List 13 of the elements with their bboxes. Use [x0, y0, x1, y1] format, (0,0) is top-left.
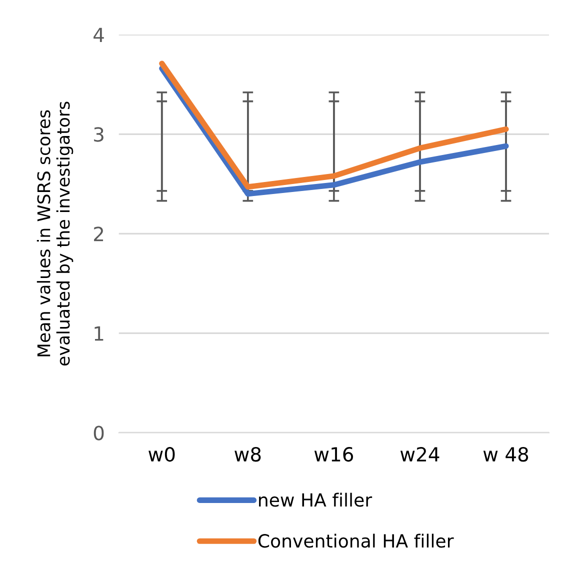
x-tick-label: w24 [400, 446, 440, 462]
y-tick-label: 0 [94, 426, 104, 440]
y-tick-label: 2 [94, 226, 104, 242]
x-tick-label: w8 [234, 446, 261, 462]
y-tick-label: 1 [94, 326, 104, 341]
legend-label: new HA filler [259, 492, 372, 507]
x-tick-label: w0 [148, 446, 175, 462]
x-tick-label: w16 [314, 446, 354, 462]
x-tick-label: w 48 [483, 446, 528, 462]
y-tick-label: 3 [94, 127, 104, 142]
legend-label: Conventional HA filler [258, 534, 454, 548]
y-axis-title: Mean values in WSRS scores evaluated by the investigators [36, 102, 74, 366]
y-tick-label: 4 [94, 28, 104, 42]
